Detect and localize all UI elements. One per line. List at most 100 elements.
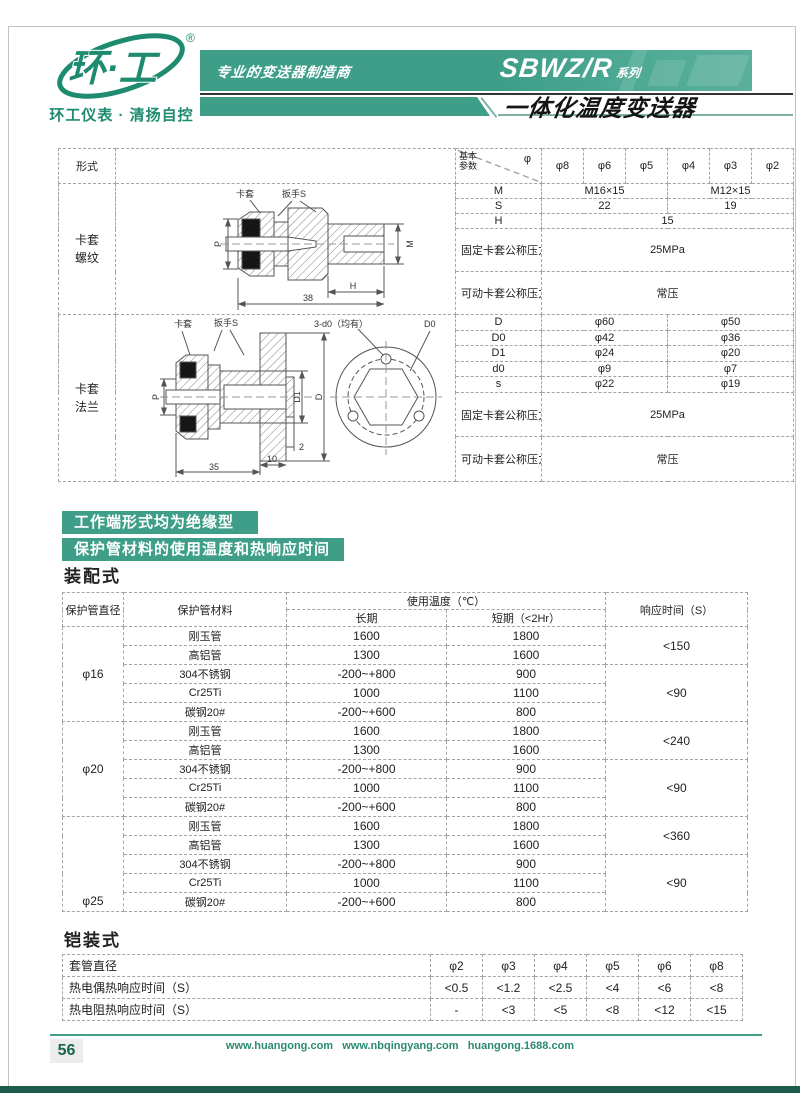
form-type-label: 卡套 法兰 (58, 314, 116, 482)
logo-caption: 环工仪表 · 清扬自控 (49, 107, 194, 124)
assembly-title: 装配式 (64, 567, 121, 586)
temp-long: 1600 (286, 721, 447, 741)
title-underline (498, 114, 793, 116)
table-row: 可动卡套公称压力 常压 (59, 271, 794, 315)
form-header: 形式 (58, 148, 116, 184)
value: φ2 (430, 954, 483, 977)
material: Cr25Ti (123, 683, 287, 703)
footer-rule (50, 1034, 762, 1036)
value: <5 (534, 998, 587, 1021)
spec-header-row: 形式 基本 参数 φ φ8 φ6 φ5 φ4 φ3 φ2 (58, 148, 794, 184)
param-value: φ22 (541, 376, 668, 393)
response-time: <360 (605, 816, 749, 855)
temp-short: 900 (445, 759, 607, 779)
temp-long: 1000 (286, 778, 447, 798)
tube-diameter: φ25 (62, 816, 124, 912)
table-row: D0 φ42 φ36 (59, 329, 794, 347)
dim-d1: D1 (292, 391, 302, 403)
param-label: s (455, 376, 542, 393)
material: 高铝管 (123, 645, 287, 665)
table-row: 套管直径 φ2 φ3 φ4 φ5 φ6 φ8 (62, 954, 743, 977)
col-header-short: 短期（<2Hr） (445, 609, 607, 627)
dim-m: M (405, 240, 415, 248)
value: <3 (482, 998, 535, 1021)
response-time: <90 (605, 854, 749, 912)
param-value: M16×15 (541, 183, 668, 199)
table-row: 高铝管 1300 1600 (63, 740, 748, 760)
temp-long: 1300 (286, 645, 447, 665)
temp-short: 1100 (445, 683, 607, 703)
header-divider-line (200, 93, 793, 95)
technical-drawing-cell: 卡套 扳手S P D1 D 2 10 35 3-d0（均有） D0 (115, 314, 456, 482)
material: 碳钢20# (123, 892, 287, 912)
row-label: 套管直径 (62, 954, 431, 977)
param-value: 25MPa (541, 391, 794, 438)
response-time: <90 (605, 759, 749, 817)
page-frame (8, 26, 796, 1086)
value: <6 (638, 976, 691, 999)
value: <15 (690, 998, 743, 1021)
temp-long: 1000 (286, 683, 447, 703)
diag-label-params: 基本 参数 (459, 151, 478, 171)
material: 碳钢20# (123, 702, 287, 722)
table-row: D1 φ24 φ20 (59, 345, 794, 362)
value: <8 (690, 976, 743, 999)
table-row: 304不锈钢 -200~+800 900 <90 (63, 759, 749, 817)
spec-col-5: φ3 (709, 148, 752, 184)
row-label: 热电偶热响应时间（S） (62, 976, 431, 999)
technical-drawing-cell: 卡套 扳手S P M H 38 (115, 183, 456, 315)
param-value: φ36 (667, 329, 794, 347)
temp-long: -200~+800 (286, 854, 447, 874)
param-value: 22 (541, 198, 668, 214)
dim-35: 35 (208, 462, 218, 472)
assembly-table-wrap: 保护管直径 保护管材料 使用温度（℃） 响应时间（S） 长期 短期（<2Hr） … (62, 592, 749, 912)
param-label: D0 (455, 329, 542, 347)
param-value: 25MPa (541, 228, 794, 272)
param-label: 固定卡套公称压力 (455, 228, 542, 272)
material: Cr25Ti (123, 873, 287, 893)
series-name: SBWZ/R系列 (498, 53, 642, 84)
brand-logo: 环·工 ® (57, 31, 195, 99)
row-label: 热电阻热响应时间（S） (62, 998, 431, 1021)
temp-short: 800 (445, 892, 607, 912)
bottom-strip (0, 1086, 800, 1093)
temp-long: -200~+600 (286, 702, 447, 722)
response-time: <240 (605, 721, 749, 760)
param-value: 常压 (541, 436, 794, 482)
value: φ8 (690, 954, 743, 977)
dim-38: 38 (302, 293, 312, 303)
registered-mark: ® (186, 31, 195, 45)
col-header-temp: 使用温度（℃） (285, 592, 607, 610)
page-number: 56 (50, 1039, 83, 1063)
material: 304不锈钢 (123, 664, 287, 684)
param-label: H (455, 213, 542, 229)
temp-short: 1600 (445, 740, 607, 760)
param-label: M (455, 183, 542, 199)
tube-diameter: φ20 (62, 721, 124, 817)
material: 刚玉管 (123, 721, 287, 741)
spec-col-1: φ8 (541, 148, 584, 184)
temp-long: -200~+800 (286, 664, 447, 684)
temp-long: -200~+600 (286, 892, 447, 912)
temp-long: 1000 (286, 873, 447, 893)
value: φ4 (534, 954, 587, 977)
response-time: <90 (605, 664, 749, 722)
temp-long: 1600 (286, 626, 447, 646)
param-value: 19 (667, 198, 794, 214)
temp-short: 1100 (445, 873, 607, 893)
temp-short: 1600 (445, 835, 607, 855)
label-wrench: 扳手S (282, 188, 306, 199)
param-value: M12×15 (667, 183, 794, 199)
logo-swoosh (57, 33, 185, 99)
col-header-diameter: 保护管直径 (62, 592, 124, 627)
param-label: d0 (455, 360, 542, 378)
param-value: φ9 (541, 360, 668, 378)
drawing-header-empty (115, 148, 456, 184)
series-name-text: SBWZ/R (498, 53, 615, 83)
param-label: D (455, 314, 542, 331)
param-value: φ20 (667, 345, 794, 362)
temp-short: 1100 (445, 778, 607, 798)
table-row: 卡套 法兰 (58, 314, 794, 482)
temp-long: 1600 (286, 816, 447, 836)
